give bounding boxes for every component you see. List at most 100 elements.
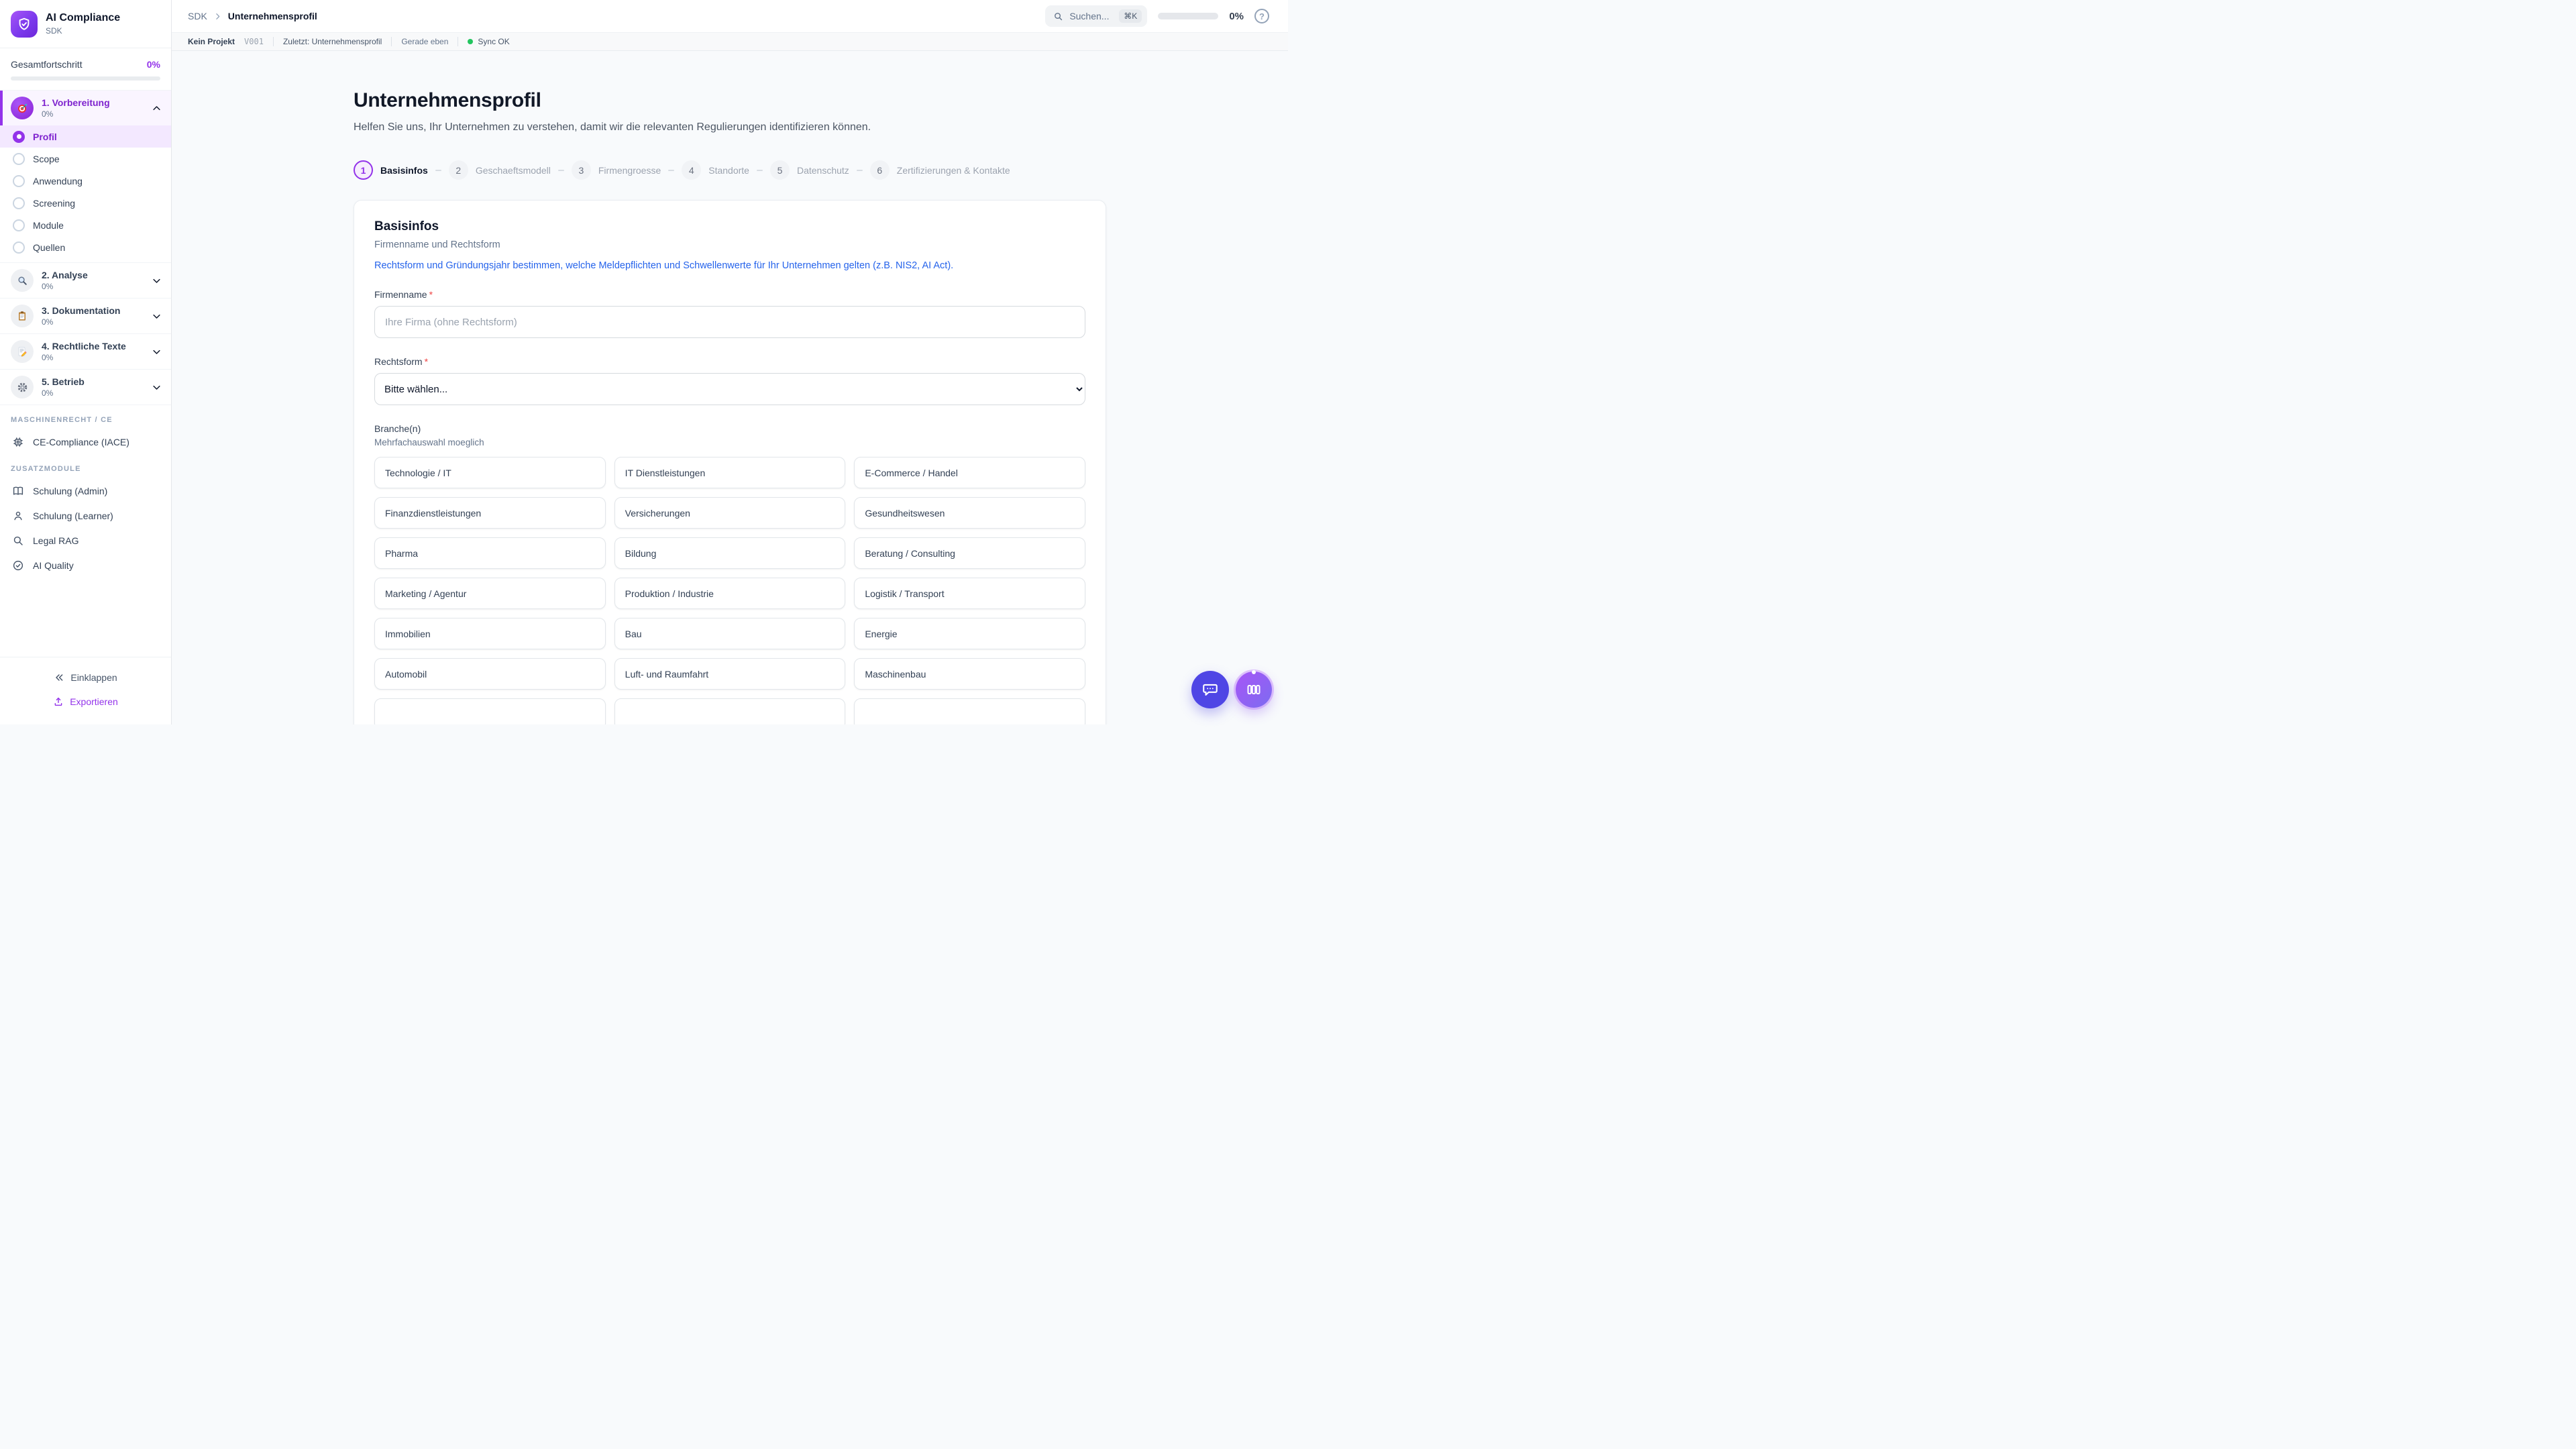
sidebar-item-legal-rag[interactable]: Legal RAG bbox=[0, 528, 171, 553]
industry-button-bau[interactable]: Bau bbox=[614, 618, 846, 649]
step-basisinfos[interactable]: 1 Basisinfos bbox=[354, 160, 428, 180]
sidebar-item-label: Schulung (Learner) bbox=[33, 510, 113, 521]
app-logo bbox=[11, 10, 38, 38]
industry-button-finanzdienstleistungen[interactable]: Finanzdienstleistungen bbox=[374, 497, 606, 529]
sidebar-footer: Einklappen Exportieren bbox=[0, 657, 171, 724]
industry-button-versicherungen[interactable]: Versicherungen bbox=[614, 497, 846, 529]
sidebar-item-screening[interactable]: Screening bbox=[0, 192, 171, 214]
last-saved-time: Gerade eben bbox=[401, 37, 449, 46]
double-chevron-left-icon bbox=[54, 672, 64, 683]
sidebar-item-label: Module bbox=[33, 219, 64, 231]
card-title: Basisinfos bbox=[374, 219, 439, 233]
step-separator bbox=[557, 169, 564, 171]
step-label: Basisinfos bbox=[380, 164, 428, 176]
industry-button-immobilien[interactable]: Immobilien bbox=[374, 618, 606, 649]
step-number: 5 bbox=[769, 160, 790, 180]
industry-button-beratung-consulting[interactable]: Beratung / Consulting bbox=[854, 537, 1085, 569]
step-separator bbox=[668, 169, 675, 171]
help-icon[interactable]: ? bbox=[1254, 9, 1269, 23]
sync-ok-dot-icon bbox=[468, 39, 474, 44]
rechtsform-label: Rechtsform * bbox=[374, 356, 1085, 367]
sidebar-item-schulung-admin[interactable]: Schulung (Admin) bbox=[0, 478, 171, 503]
sidebar: AI Compliance SDK Gesamtfortschritt 0% bbox=[0, 0, 172, 724]
export-button[interactable]: Exportieren bbox=[0, 690, 171, 714]
sidebar-item-anwendung[interactable]: Anwendung bbox=[0, 170, 171, 192]
step-number: 4 bbox=[682, 160, 702, 180]
radio-icon bbox=[13, 174, 25, 187]
phase-betrieb: 5. Betrieb 0% bbox=[0, 369, 171, 405]
sidebar-item-ai-quality[interactable]: AI Quality bbox=[0, 553, 171, 578]
phase-title: 2. Analyse bbox=[42, 269, 88, 280]
phase-header-vorbereitung[interactable]: 1. Vorbereitung 0% bbox=[0, 91, 171, 125]
industry-button-ecommerce-handel[interactable]: E-Commerce / Handel bbox=[854, 457, 1085, 488]
memo-pencil-icon bbox=[11, 340, 34, 363]
project-version: V001 bbox=[244, 37, 264, 46]
phase-dokumentation: 3. Dokumentation 0% bbox=[0, 298, 171, 333]
export-label: Exportieren bbox=[70, 696, 118, 707]
phase-header-rechtliche-texte[interactable]: 4. Rechtliche Texte 0% bbox=[0, 334, 171, 369]
step-firmengroesse[interactable]: 3 Firmengroesse bbox=[571, 160, 661, 180]
branchen-label: Branche(n) bbox=[374, 423, 421, 434]
industry-button-luft-und-raumfahrt[interactable]: Luft- und Raumfahrt bbox=[614, 658, 846, 690]
industry-button-gesundheitswesen[interactable]: Gesundheitswesen bbox=[854, 497, 1085, 529]
chat-fab-button[interactable] bbox=[1191, 671, 1229, 708]
rechtsform-select[interactable]: Bitte wählen... bbox=[374, 373, 1085, 405]
step-label: Zertifizierungen & Kontakte bbox=[896, 164, 1010, 176]
upload-icon bbox=[53, 696, 64, 707]
industry-button-maschinenbau[interactable]: Maschinenbau bbox=[854, 658, 1085, 690]
industry-button-marketing-agentur[interactable]: Marketing / Agentur bbox=[374, 578, 606, 609]
firmenname-label-text: Firmenname bbox=[374, 289, 427, 300]
app-logo-block: AI Compliance SDK bbox=[0, 0, 171, 48]
step-number: 6 bbox=[869, 160, 890, 180]
step-number: 1 bbox=[354, 160, 373, 180]
search-input[interactable]: Suchen... ⌘K bbox=[1045, 5, 1148, 27]
step-separator bbox=[856, 169, 863, 171]
industry-button-partial[interactable] bbox=[854, 698, 1085, 724]
sidebar-item-ce-compliance[interactable]: CE-Compliance (IACE) bbox=[0, 429, 171, 454]
industry-button-pharma[interactable]: Pharma bbox=[374, 537, 606, 569]
industry-button-energie[interactable]: Energie bbox=[854, 618, 1085, 649]
panel-fab-button[interactable] bbox=[1236, 670, 1272, 708]
industry-button-partial[interactable] bbox=[374, 698, 606, 724]
gear-icon bbox=[11, 376, 34, 398]
chevron-down-icon bbox=[152, 382, 162, 392]
breadcrumb-root[interactable]: SDK bbox=[188, 11, 207, 21]
content-scroll-area[interactable]: Unternehmensprofil Helfen Sie uns, Ihr U… bbox=[172, 51, 1288, 724]
divider bbox=[272, 37, 274, 46]
industry-button-it-dienstleistungen[interactable]: IT Dienstleistungen bbox=[614, 457, 846, 488]
industry-button-produktion-industrie[interactable]: Produktion / Industrie bbox=[614, 578, 846, 609]
industry-button-bildung[interactable]: Bildung bbox=[614, 537, 846, 569]
notification-dot-icon bbox=[1252, 670, 1256, 674]
sidebar-item-label: Legal RAG bbox=[33, 535, 79, 546]
phase-header-betrieb[interactable]: 5. Betrieb 0% bbox=[0, 370, 171, 405]
step-zertifizierungen[interactable]: 6 Zertifizierungen & Kontakte bbox=[869, 160, 1010, 180]
phase-header-dokumentation[interactable]: 3. Dokumentation 0% bbox=[0, 299, 171, 333]
industry-button-automobil[interactable]: Automobil bbox=[374, 658, 606, 690]
phase-title: 1. Vorbereitung bbox=[42, 97, 110, 108]
basisinfos-card: Basisinfos Firmenname und Rechtsform Rec… bbox=[354, 200, 1106, 724]
phase-percent: 0% bbox=[42, 388, 54, 398]
step-separator bbox=[756, 169, 763, 171]
last-visited: Zuletzt: Unternehmensprofil bbox=[282, 37, 382, 46]
collapse-sidebar-button[interactable]: Einklappen bbox=[0, 665, 171, 690]
chat-bubble-icon bbox=[1201, 681, 1219, 698]
industry-button-technologie-it[interactable]: Technologie / IT bbox=[374, 457, 606, 488]
step-datenschutz[interactable]: 5 Datenschutz bbox=[769, 160, 849, 180]
industry-button-logistik-transport[interactable]: Logistik / Transport bbox=[854, 578, 1085, 609]
sidebar-item-scope[interactable]: Scope bbox=[0, 148, 171, 170]
check-circle-icon bbox=[12, 559, 24, 572]
step-geschaeftsmodell[interactable]: 2 Geschaeftsmodell bbox=[448, 160, 551, 180]
sidebar-item-label: CE-Compliance (IACE) bbox=[33, 436, 129, 447]
industry-button-partial[interactable] bbox=[614, 698, 846, 724]
sidebar-item-module[interactable]: Module bbox=[0, 214, 171, 236]
firmenname-input[interactable] bbox=[374, 306, 1085, 338]
sidebar-item-quellen[interactable]: Quellen bbox=[0, 236, 171, 258]
sidebar-item-label: Anwendung bbox=[33, 175, 83, 186]
search-placeholder: Suchen... bbox=[1069, 11, 1110, 21]
overall-progress-bar bbox=[11, 76, 160, 80]
phase-header-analyse[interactable]: 2. Analyse 0% bbox=[0, 263, 171, 298]
sidebar-item-profil[interactable]: Profil bbox=[0, 125, 171, 148]
step-standorte[interactable]: 4 Standorte bbox=[682, 160, 749, 180]
sidebar-item-schulung-learner[interactable]: Schulung (Learner) bbox=[0, 503, 171, 528]
sync-status: Sync OK bbox=[468, 37, 510, 46]
